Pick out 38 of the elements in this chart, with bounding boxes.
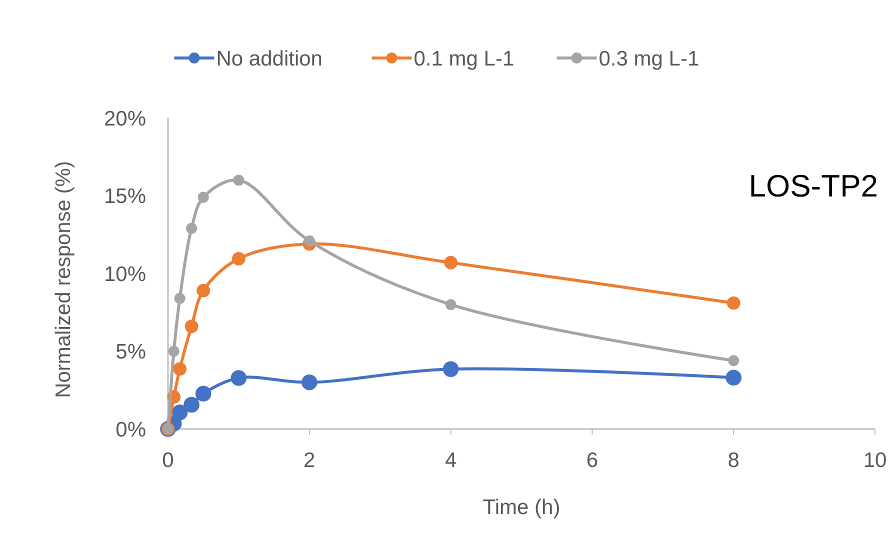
point	[172, 404, 188, 420]
point	[445, 299, 456, 310]
point	[196, 284, 210, 298]
legend-label: 0.3 mg L-1	[598, 47, 700, 70]
y-tick-label: 15%	[104, 185, 146, 208]
y-tick-label: 5%	[116, 340, 146, 364]
x-tick-label: 8	[728, 449, 740, 472]
point	[168, 346, 180, 357]
x-tick-label: 10	[863, 449, 887, 472]
point	[302, 374, 318, 390]
point	[186, 222, 198, 234]
point	[442, 361, 459, 378]
x-tick-label: 6	[586, 449, 598, 472]
point	[444, 256, 458, 270]
point	[304, 235, 315, 246]
legend-label: No addition	[216, 47, 322, 70]
point	[195, 386, 212, 402]
point	[230, 370, 247, 386]
point	[233, 174, 244, 186]
point	[184, 396, 200, 413]
point	[728, 355, 740, 366]
point	[232, 252, 246, 266]
x-axis-title: Time (h)	[482, 496, 560, 519]
y-tick-label: 10%	[104, 262, 146, 286]
annotation: LOS-TP2	[748, 168, 878, 204]
x-tick-label: 4	[444, 449, 457, 472]
legend-label: 0.1 mg L-1	[414, 47, 514, 70]
y-axis-title: Normalized response (%)	[52, 161, 75, 398]
y-tick-label: 20%	[104, 107, 146, 130]
point	[726, 296, 740, 310]
x-tick-label: 2	[304, 449, 316, 472]
point	[198, 192, 209, 203]
point	[726, 370, 742, 386]
point	[173, 362, 187, 376]
y-tick-label: 0%	[116, 418, 146, 442]
point	[184, 320, 198, 334]
point	[174, 292, 186, 304]
x-tick-label: 0	[162, 449, 174, 472]
